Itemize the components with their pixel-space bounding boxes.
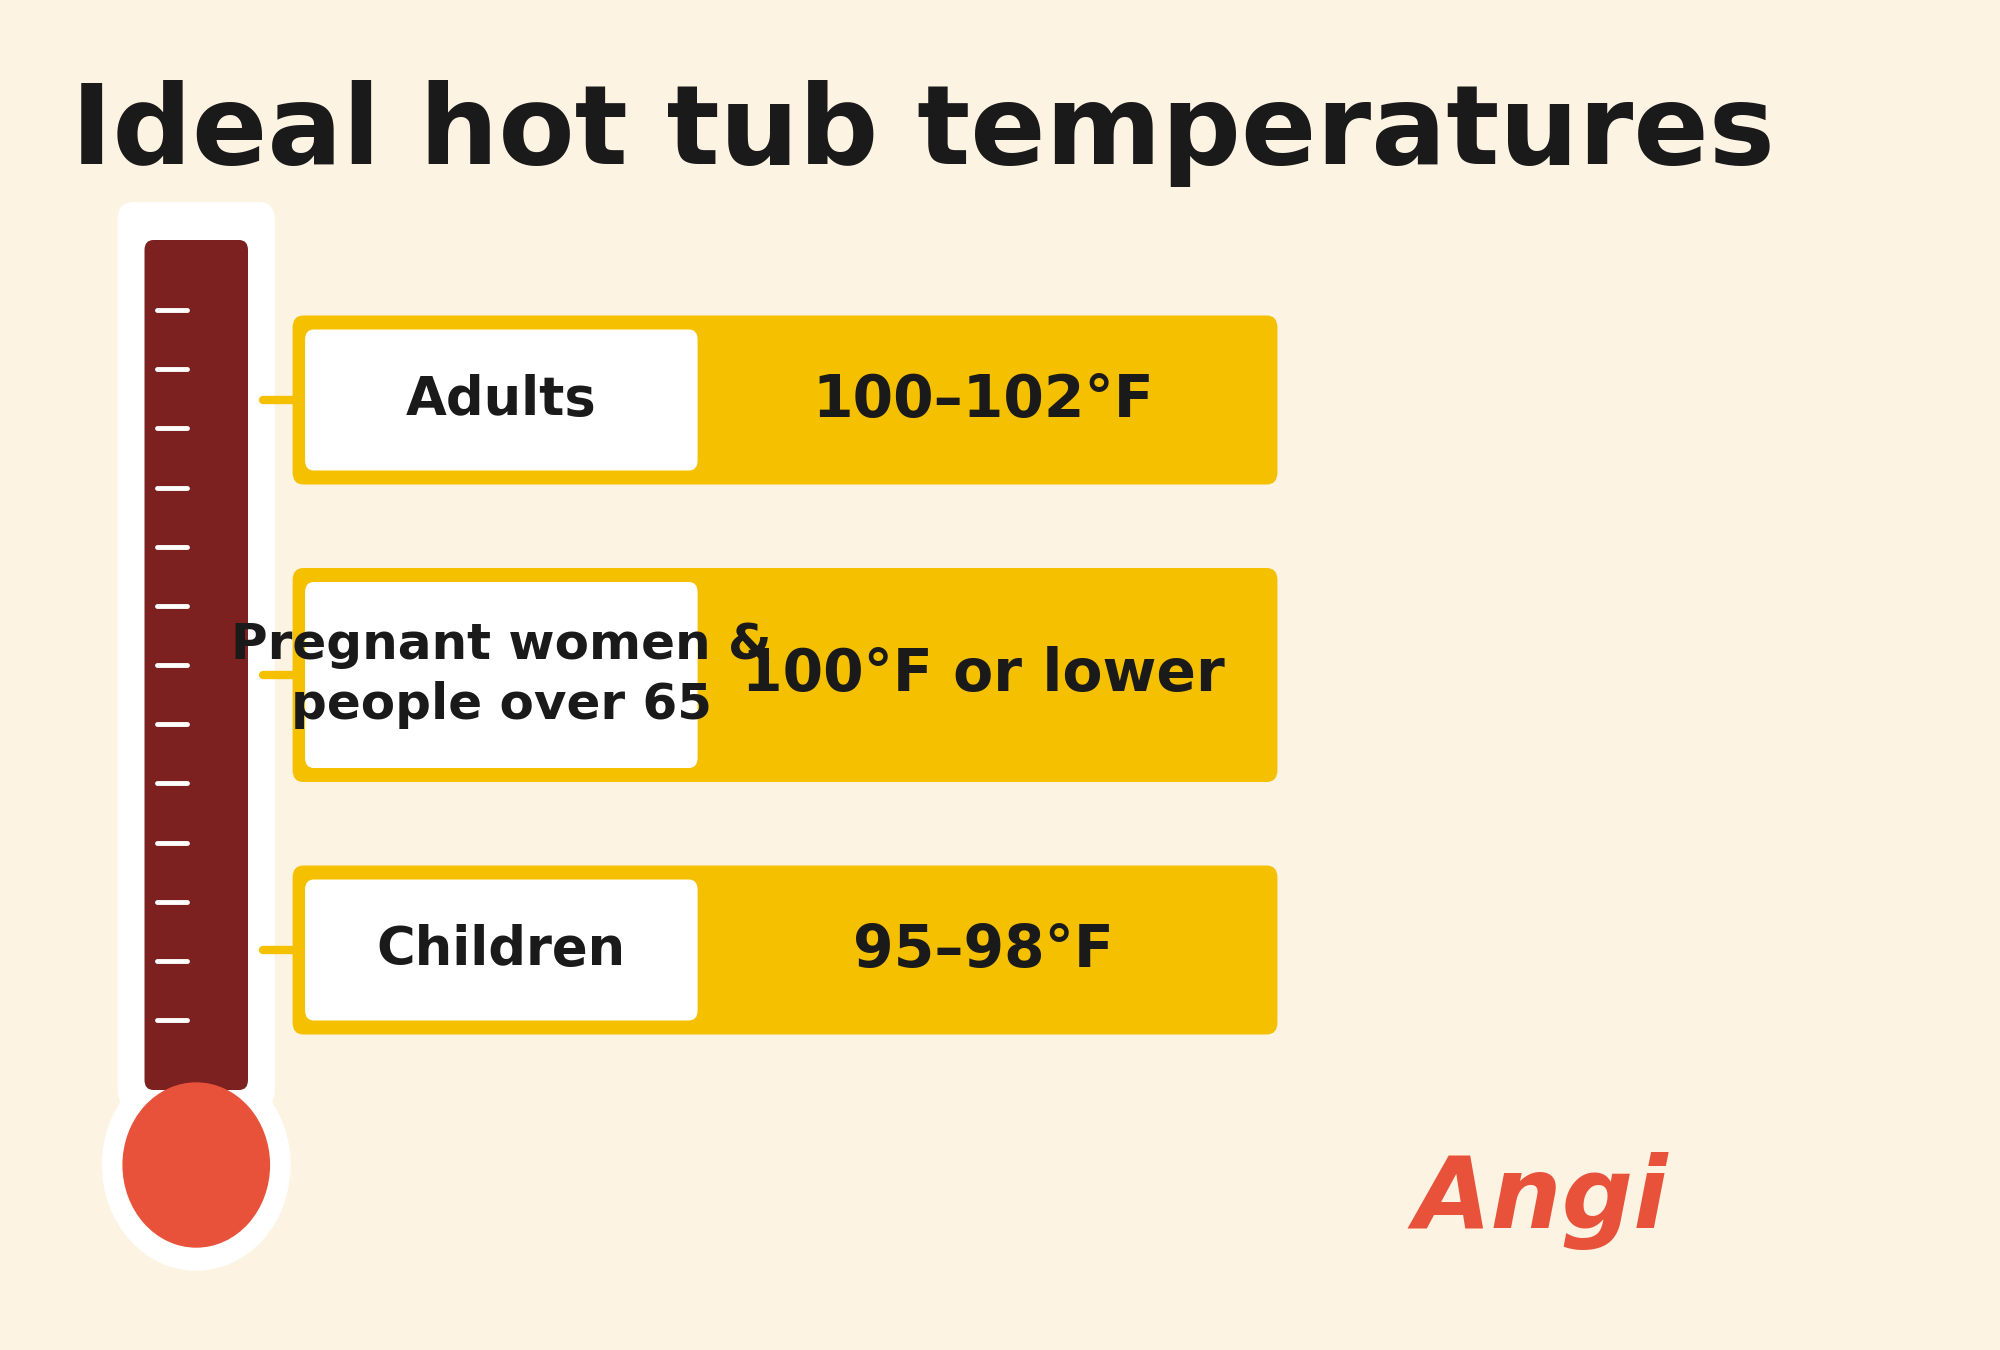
Circle shape (124, 1083, 270, 1247)
Text: Adults: Adults (406, 374, 596, 427)
Text: 95–98°F: 95–98°F (852, 922, 1114, 979)
Text: 100–102°F: 100–102°F (812, 371, 1154, 428)
FancyBboxPatch shape (118, 202, 274, 1108)
Text: Children: Children (376, 923, 626, 976)
FancyBboxPatch shape (144, 240, 248, 1089)
FancyBboxPatch shape (292, 865, 1278, 1034)
Text: 100°F or lower: 100°F or lower (742, 647, 1224, 703)
Circle shape (102, 1060, 290, 1270)
Text: Pregnant women &
people over 65: Pregnant women & people over 65 (232, 621, 772, 729)
FancyBboxPatch shape (292, 316, 1278, 485)
FancyBboxPatch shape (292, 568, 1278, 782)
FancyBboxPatch shape (306, 879, 698, 1021)
Text: Angi: Angi (1414, 1152, 1668, 1250)
FancyBboxPatch shape (306, 582, 698, 768)
FancyBboxPatch shape (306, 329, 698, 471)
Text: Ideal hot tub temperatures: Ideal hot tub temperatures (72, 80, 1776, 188)
